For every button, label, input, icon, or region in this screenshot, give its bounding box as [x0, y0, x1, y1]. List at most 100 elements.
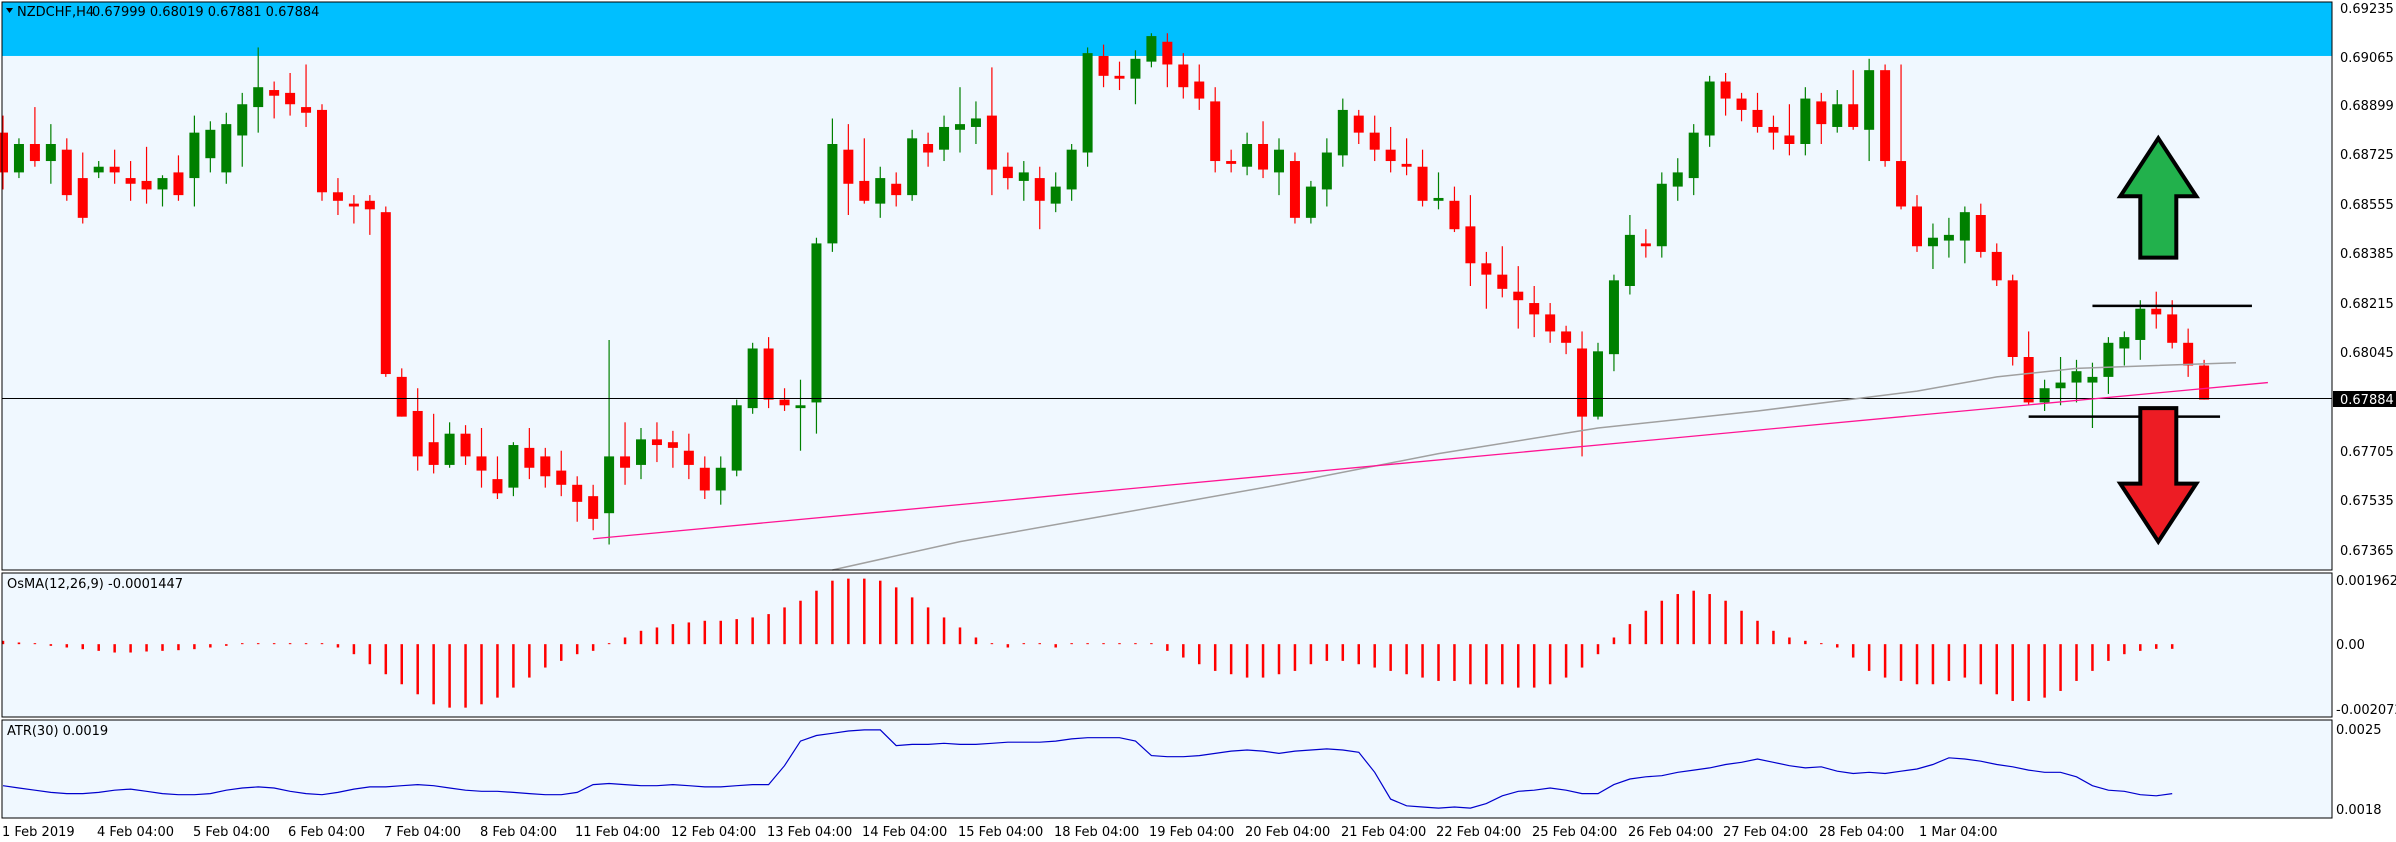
candle: [1704, 75, 1715, 147]
candle: [795, 379, 806, 451]
candle-body: [1624, 234, 1635, 286]
candle-body: [221, 124, 232, 173]
candle-body: [2087, 376, 2098, 383]
candle: [923, 132, 934, 167]
candle-body: [1178, 64, 1189, 88]
candle-body: [269, 90, 280, 96]
atr-line: [2, 729, 2173, 809]
candle: [683, 433, 694, 480]
time-axis[interactable]: 1 Feb 2019 4 Feb 04:00 5 Feb 04:00 6 Feb…: [2, 825, 1998, 840]
candle-body: [1194, 81, 1205, 99]
candle: [636, 428, 646, 480]
candle-body: [556, 470, 567, 485]
candle-body: [923, 144, 934, 153]
candle-body: [875, 178, 886, 204]
candle: [1640, 229, 1651, 258]
time-tick-label: 1 Feb 2019: [2, 825, 75, 840]
candle-body: [667, 442, 678, 448]
candle: [1656, 172, 1667, 258]
candle: [1369, 115, 1380, 162]
candle: [1465, 195, 1476, 286]
candle-body: [1975, 215, 1986, 252]
candle-body: [1927, 237, 1938, 247]
candle-body: [460, 433, 471, 457]
osma-tick-label: -0.0020722: [2336, 703, 2396, 718]
time-tick-label: 4 Feb 04:00: [97, 825, 174, 840]
atr-panel[interactable]: [2, 720, 2332, 818]
candle: [1912, 195, 1922, 252]
candle: [1481, 251, 1492, 309]
candle-body: [396, 376, 407, 417]
atr-panel-border: [1, 719, 2333, 819]
candle: [1736, 92, 1747, 122]
main-panel-border: [1, 1, 2333, 571]
candle: [508, 442, 519, 497]
price-axis[interactable]: 0.69235 0.69065 0.68899 0.68725 0.68555 …: [2340, 2, 2394, 559]
candle: [1832, 90, 1843, 133]
candle: [2119, 331, 2130, 366]
candle-body: [731, 405, 742, 471]
candle-body: [1912, 206, 1922, 247]
candle-body: [1752, 109, 1763, 127]
candle: [699, 456, 710, 499]
time-tick-label: 28 Feb 04:00: [1819, 825, 1904, 840]
price-tick-label: 0.67535: [2340, 494, 2394, 509]
candle-body: [1959, 212, 1970, 241]
time-tick-label: 22 Feb 04:00: [1436, 825, 1521, 840]
candle: [1497, 246, 1508, 298]
candle: [476, 428, 487, 488]
candle: [253, 47, 264, 133]
time-tick-label: 1 Mar 04:00: [1919, 825, 1998, 840]
candle: [763, 337, 774, 409]
candle: [875, 166, 886, 218]
candle: [45, 124, 56, 184]
candle: [1896, 64, 1907, 210]
osma-panel-border: [1, 572, 2333, 718]
candle: [1593, 342, 1603, 420]
candle-body: [2119, 337, 2130, 349]
candle-body: [2007, 280, 2018, 357]
candle: [29, 107, 40, 167]
candle: [364, 195, 375, 235]
candle: [955, 87, 965, 153]
candle-body: [620, 456, 631, 468]
candle: [1561, 325, 1572, 355]
candle-body: [0, 132, 8, 173]
candle-body: [1369, 132, 1380, 150]
osma-tick-label: 0.0019626: [2336, 574, 2396, 589]
candle: [1385, 126, 1396, 173]
candle: [970, 101, 981, 144]
candle-body: [1991, 251, 2002, 281]
chart-menu-triangle-icon[interactable]: [6, 8, 13, 13]
candle-body: [1098, 55, 1109, 76]
candle: [1816, 92, 1827, 144]
candle: [1688, 124, 1699, 196]
candle-body: [1353, 115, 1364, 133]
candle-body: [1593, 351, 1603, 417]
candle: [189, 115, 200, 207]
candle: [891, 172, 902, 207]
candle: [2103, 337, 2114, 394]
candle: [986, 67, 997, 196]
candle: [2183, 328, 2194, 377]
candle: [1289, 152, 1300, 224]
candle: [380, 206, 391, 377]
candle: [588, 484, 599, 531]
candle-body: [2183, 342, 2194, 366]
candle-body: [827, 144, 838, 244]
candle-body: [492, 479, 503, 494]
candle: [348, 195, 359, 224]
candle: [1194, 64, 1205, 110]
candle: [2039, 379, 2050, 411]
candle-body: [1608, 280, 1619, 355]
candle: [779, 388, 790, 411]
candle: [1146, 33, 1157, 68]
atr-tick-label: 0.0025: [2336, 723, 2382, 738]
candle-body: [476, 456, 487, 471]
atr-title: ATR(30) 0.0019: [7, 724, 108, 739]
candle-body: [843, 149, 854, 184]
price-tick-label: 0.69235: [2340, 2, 2394, 17]
candle-body: [205, 129, 216, 159]
price-tick-label: 0.68725: [2340, 148, 2394, 163]
down-arrow-icon: [2116, 406, 2201, 546]
